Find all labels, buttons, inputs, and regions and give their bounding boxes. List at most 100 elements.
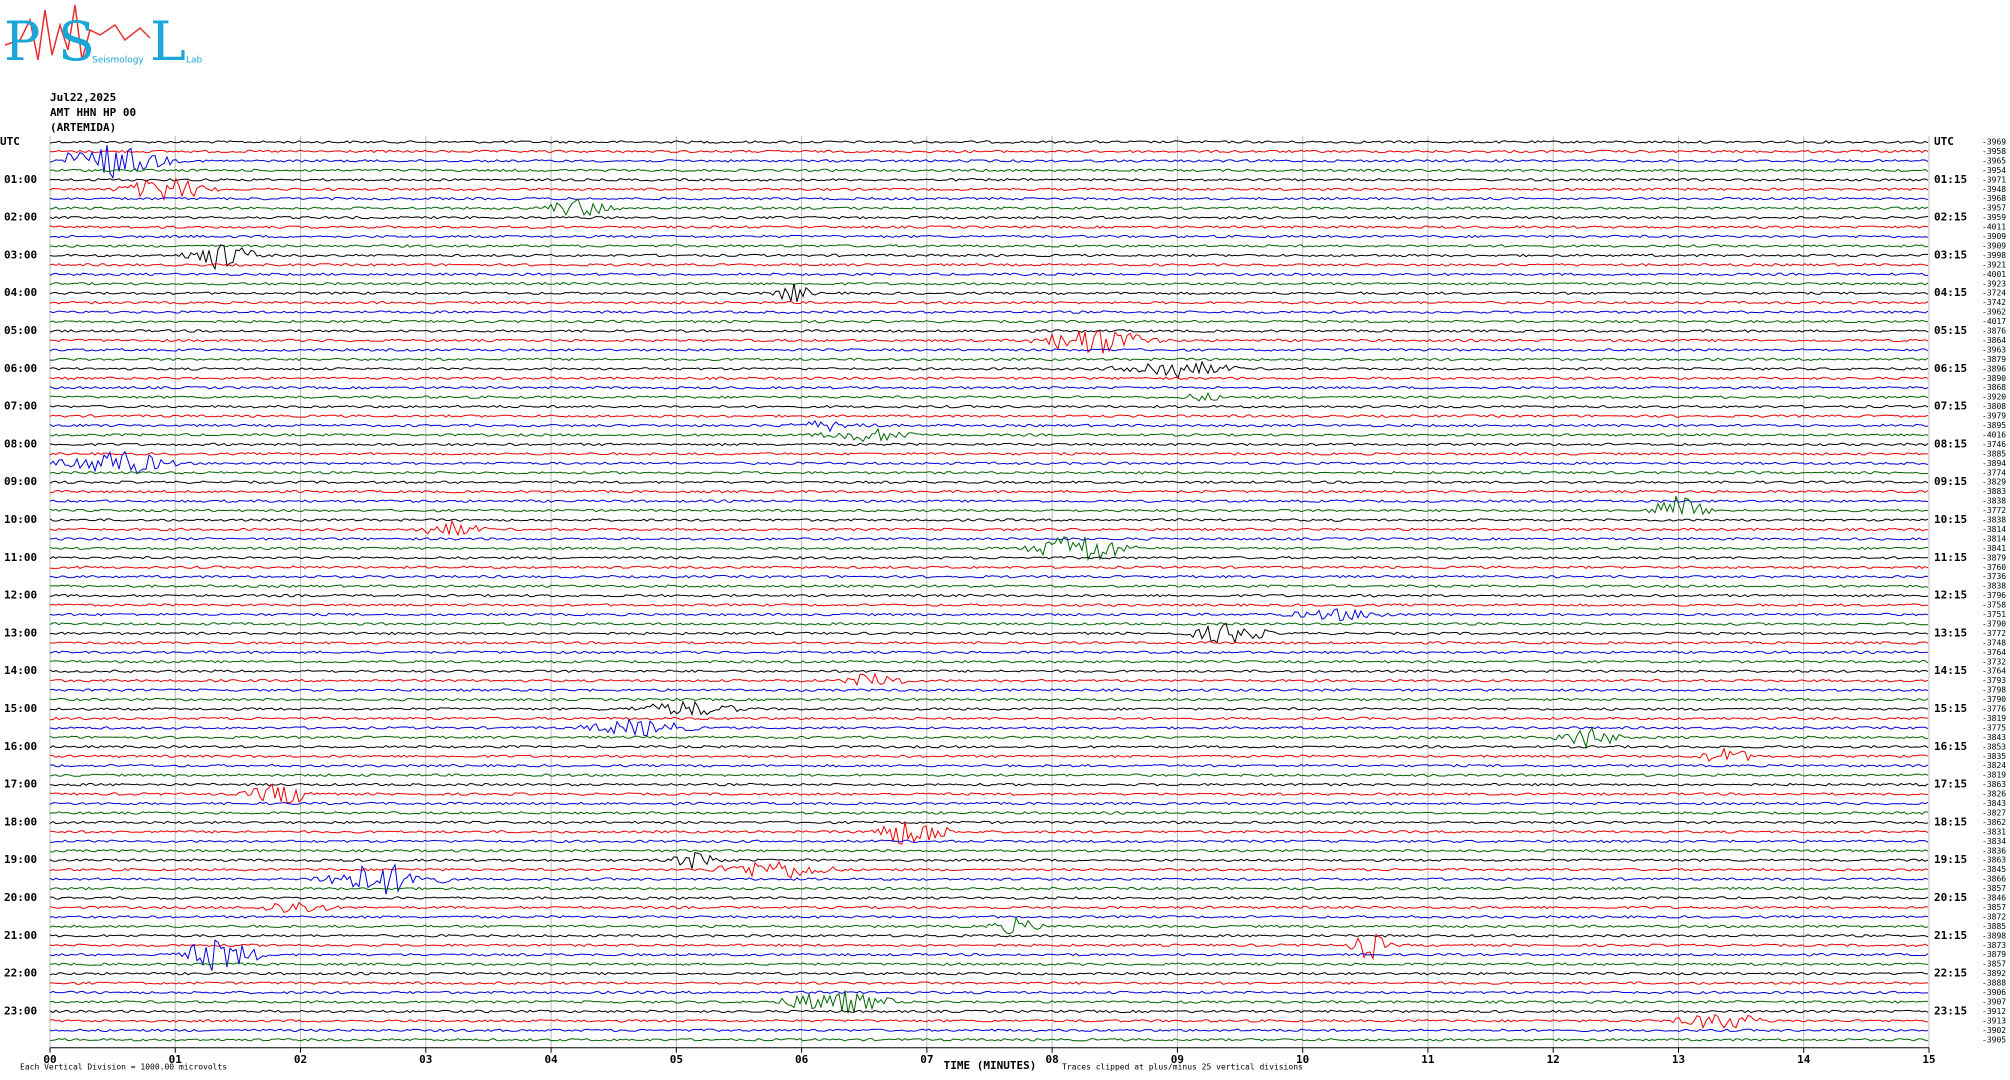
trace-offset: -3958 — [1982, 147, 2006, 156]
trace-offset: -3808 — [1982, 402, 2006, 411]
trace-offset: -3736 — [1982, 572, 2006, 581]
left-hour-label: 02:00 — [4, 211, 37, 224]
trace-offset: -3971 — [1982, 175, 2006, 184]
trace-offset: -4016 — [1982, 430, 2006, 439]
trace — [49, 933, 1929, 961]
trace — [49, 198, 1929, 217]
trace-offset: -3894 — [1982, 459, 2006, 468]
trace — [49, 934, 1929, 938]
traces — [49, 140, 1929, 1042]
trace-offset: -3751 — [1982, 610, 2006, 619]
trace — [49, 357, 1929, 362]
trace — [49, 860, 1929, 879]
clip-note: Traces clipped at plus/minus 25 vertical… — [1062, 1063, 1303, 1072]
right-hour-label: 15:15 — [1934, 702, 1967, 715]
trace-offset: -3862 — [1982, 818, 2006, 827]
trace-offset: -3879 — [1982, 553, 2006, 562]
trace — [49, 489, 1929, 494]
x-tick-label: 03 — [419, 1053, 432, 1066]
left-hour-label: 07:00 — [4, 400, 37, 413]
right-hour-label: 10:15 — [1934, 513, 1967, 526]
trace-offset: -3857 — [1982, 884, 2006, 893]
trace-offset: -3775 — [1982, 723, 2006, 732]
right-hour-label: 04:15 — [1934, 286, 1967, 299]
trace — [49, 916, 1929, 935]
trace — [49, 385, 1929, 390]
station: AMT HHN HP 00 — [50, 106, 136, 119]
right-hour-label: 01:15 — [1934, 173, 1967, 186]
right-hour-label: 13:15 — [1934, 626, 1967, 639]
left-hour-label: 10:00 — [4, 513, 37, 526]
scale-note: Each Vertical Division = 1000.00 microvo… — [20, 1063, 227, 1072]
left-hour-label: 13:00 — [4, 626, 37, 639]
x-tick-label: 15 — [1922, 1053, 1935, 1066]
trace-offset: -3890 — [1982, 374, 2006, 383]
trace — [49, 168, 1929, 173]
trace — [49, 697, 1929, 702]
trace — [49, 442, 1929, 447]
trace — [50, 716, 1929, 721]
trace — [49, 480, 1929, 484]
trace-offset: -3873 — [1982, 941, 2006, 950]
trace-offset: -3826 — [1982, 790, 2006, 799]
trace-offset: -3885 — [1982, 449, 2006, 458]
left-hour-label: 23:00 — [4, 1004, 37, 1017]
trace — [49, 310, 1929, 314]
trace-offset: -3954 — [1982, 166, 2006, 175]
trace-offset: -3866 — [1982, 875, 2006, 884]
trace — [49, 565, 1929, 570]
right-hour-label: 18:15 — [1934, 815, 1967, 828]
trace-offset: -3921 — [1982, 260, 2006, 269]
trace-offset: -3760 — [1982, 563, 2006, 572]
trace-offset: -3843 — [1982, 733, 2006, 742]
x-tick-label: 02 — [294, 1053, 307, 1066]
trace-offset: -3872 — [1982, 912, 2006, 921]
trace-offset: -3868 — [1982, 383, 2006, 392]
trace — [49, 650, 1929, 655]
trace — [49, 470, 1928, 475]
right-hour-label: 23:15 — [1934, 1004, 1967, 1017]
trace — [49, 688, 1929, 692]
left-hour-label: 15:00 — [4, 702, 37, 715]
trace — [49, 272, 1929, 277]
trace-offset: -3863 — [1982, 856, 2006, 865]
right-hour-label: 12:15 — [1934, 589, 1967, 602]
trace — [49, 744, 1929, 749]
trace-offset: -4011 — [1982, 223, 2006, 232]
trace-offset: -3885 — [1982, 922, 2006, 931]
trace — [49, 574, 1929, 579]
trace — [49, 863, 1929, 895]
trace-offset: -3845 — [1982, 865, 2006, 874]
trace-offset: -3907 — [1982, 997, 2006, 1006]
logo-squiggle — [4, 4, 151, 61]
trace-offset: -3909 — [1982, 232, 2006, 241]
right-hour-label: 22:15 — [1934, 967, 1967, 980]
left-hour-label: 19:00 — [4, 853, 37, 866]
left-hour-label: UTC — [0, 135, 20, 148]
right-hour-label: 07:15 — [1934, 400, 1967, 413]
x-tick-label: 08 — [1046, 1053, 1059, 1066]
trace — [49, 901, 1929, 913]
trace-offset: -3790 — [1982, 619, 2006, 628]
trace — [49, 178, 1929, 182]
logo: P S L Seismology Lab — [4, 4, 203, 73]
trace — [49, 392, 1929, 402]
trace — [49, 427, 1929, 443]
trace-offset: -3774 — [1982, 468, 2006, 477]
trace-offset: -3864 — [1982, 336, 2006, 345]
right-hour-label: 05:15 — [1934, 324, 1967, 337]
trace-offset: -3834 — [1982, 837, 2006, 846]
left-hour-label: 03:00 — [4, 248, 37, 261]
left-hour-label: 20:00 — [4, 891, 37, 904]
trace-offset: -3962 — [1982, 308, 2006, 317]
trace — [49, 244, 1929, 271]
trace-offset: -3793 — [1982, 676, 2006, 685]
trace-offset: -3790 — [1982, 695, 2006, 704]
trace-offset: -3888 — [1982, 979, 2006, 988]
trace — [49, 536, 1929, 562]
trace — [49, 886, 1928, 891]
trace-offset: -3963 — [1982, 345, 2006, 354]
trace-offset: -3892 — [1982, 969, 2006, 978]
trace — [49, 234, 1929, 239]
right-hour-label: 16:15 — [1934, 740, 1967, 753]
